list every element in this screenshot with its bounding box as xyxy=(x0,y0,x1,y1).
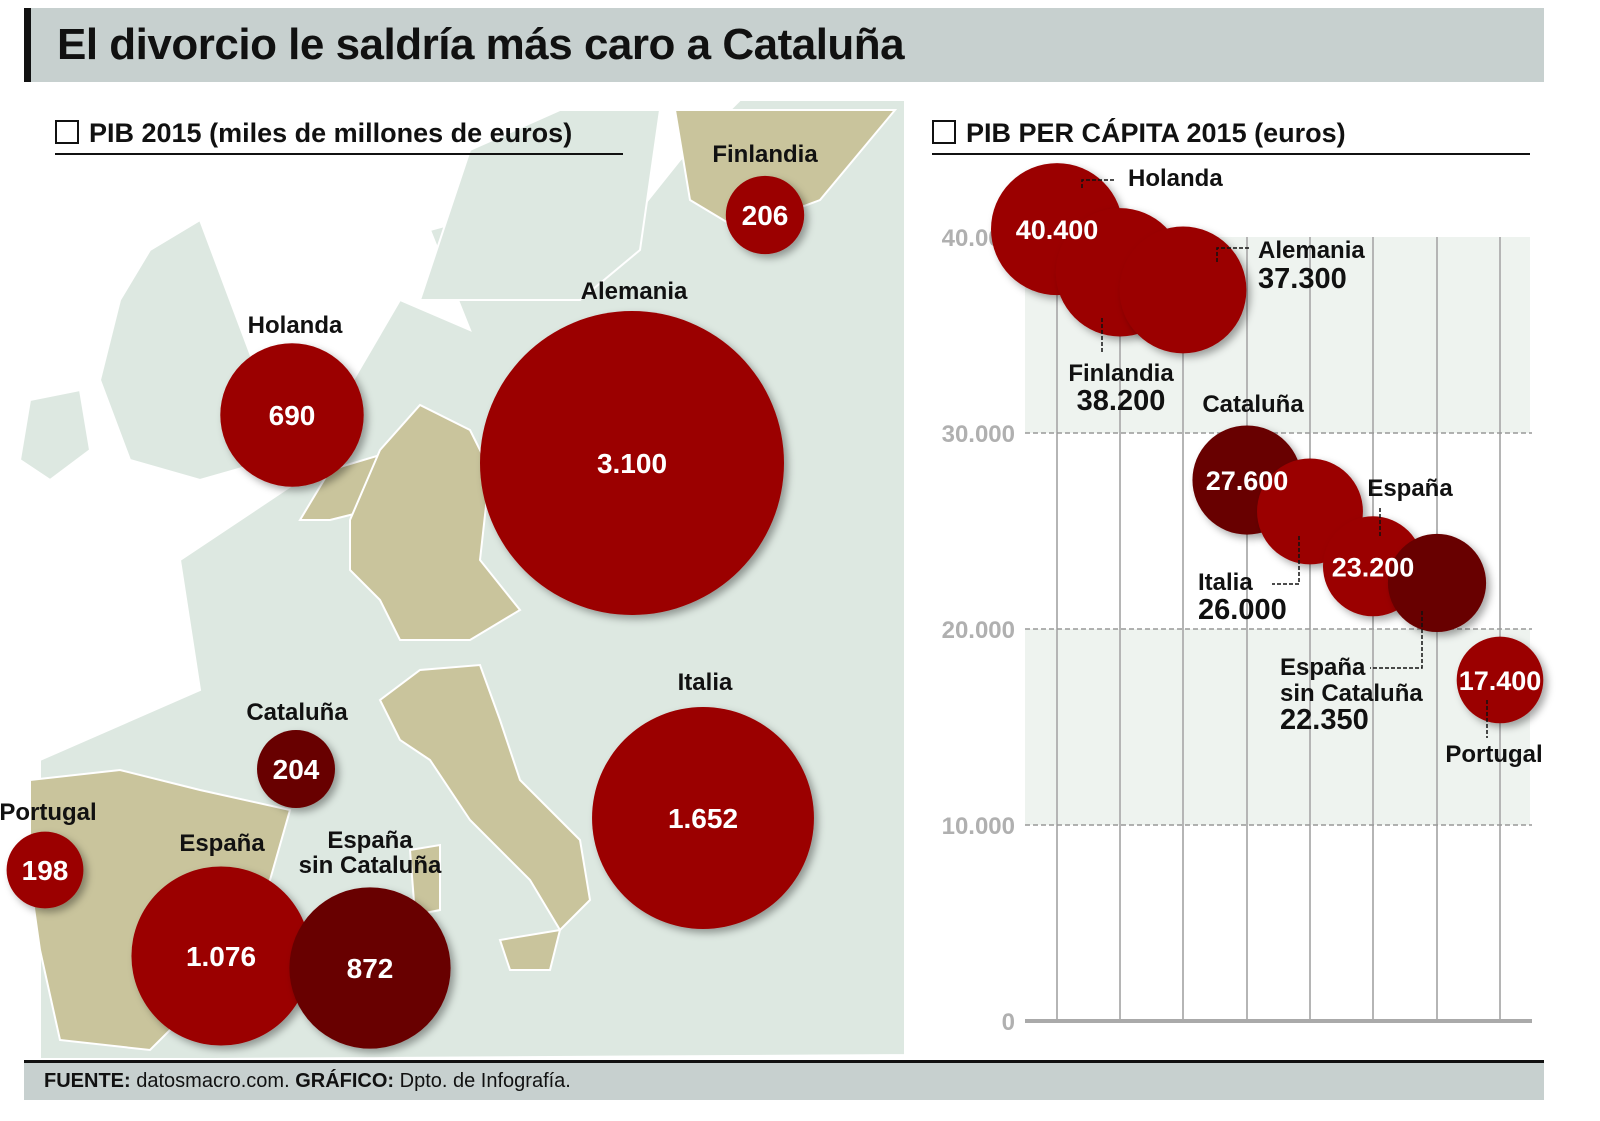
land-germany xyxy=(349,403,522,641)
source: datosmacro.com. xyxy=(136,1070,290,1092)
graphic-credit: Dpto. de Infografía. xyxy=(399,1070,571,1092)
bubble-value: 3.100 xyxy=(597,448,667,479)
point-label: España xyxy=(1367,475,1453,502)
bubble-value: 872 xyxy=(347,953,394,984)
bubble-label: Holanda xyxy=(248,312,343,339)
map-title: PIB 2015 (miles de millones de euros) xyxy=(89,118,573,148)
point-value: 27.600 xyxy=(1206,466,1289,496)
point-label: Alemania xyxy=(1258,237,1365,264)
bubble-label: España xyxy=(179,830,265,857)
chart-point-españa-sin-cataluña xyxy=(1387,533,1487,633)
bubble-label: Portugal xyxy=(0,799,97,826)
chart-section-title: PIB PER CÁPITA 2015 (euros) xyxy=(932,118,1530,155)
bubble xyxy=(1456,636,1544,724)
bubble xyxy=(6,831,84,909)
bubble xyxy=(131,866,311,1046)
point-label: Portugal xyxy=(1445,741,1542,768)
bubble xyxy=(220,343,364,487)
footer: FUENTE: datosmacro.com. GRÁFICO: Dpto. d… xyxy=(24,1060,1544,1100)
graphic-label: GRÁFICO: xyxy=(295,1070,395,1092)
y-tick-label: 30.000 xyxy=(942,421,1015,448)
bubble xyxy=(1387,533,1487,633)
chart-label-españa: 23.200 España xyxy=(1332,475,1454,582)
map-bubble-alemania: 3.100 Alemania xyxy=(480,278,784,615)
bubble-value: 690 xyxy=(269,400,316,431)
bubble-label: Italia xyxy=(678,669,733,696)
point-label: Holanda xyxy=(1128,165,1223,192)
chart-point-portugal xyxy=(1456,636,1544,724)
land-sicily xyxy=(498,928,562,971)
point-value: 38.200 xyxy=(1077,385,1166,417)
bubble xyxy=(257,730,335,808)
leader-line xyxy=(1370,611,1423,669)
chart-label-holanda: 40.400 Holanda xyxy=(1016,165,1224,245)
page-title: El divorcio le saldría más caro a Catalu… xyxy=(57,20,905,69)
point-label: Cataluña xyxy=(1202,391,1304,418)
bubble xyxy=(480,311,784,615)
land-italy xyxy=(378,663,592,932)
point-value: 17.400 xyxy=(1459,666,1542,696)
point-label: sin Cataluña xyxy=(1280,680,1423,707)
chart-point-alemania xyxy=(1119,226,1247,354)
square-bullet-icon xyxy=(55,120,79,144)
leader-line xyxy=(1216,247,1250,262)
grid-band xyxy=(1025,629,1530,825)
chart-label-portugal: 17.400 Portugal xyxy=(1445,666,1542,768)
point-value: 23.200 xyxy=(1332,552,1415,582)
bubble-label: sin Cataluña xyxy=(299,852,442,879)
map-bubble-españa: 1.076 España xyxy=(131,830,311,1046)
bubble-value: 1.652 xyxy=(668,803,738,834)
chart-label-cataluña: 27.600 Cataluña xyxy=(1202,391,1304,496)
map-bubble-italia: 1.652 Italia xyxy=(592,669,814,929)
land-sardinia xyxy=(408,843,441,917)
point-label: España xyxy=(1280,654,1366,681)
map-bubbles: 206 Finlandia 690 Holanda 3.100 Alemania 1.652… xyxy=(0,141,818,1049)
bubble-label: España xyxy=(327,827,413,854)
chart-title: PIB PER CÁPITA 2015 (euros) xyxy=(966,118,1346,148)
bubble xyxy=(1119,226,1247,354)
bubble-value: 1.076 xyxy=(186,941,256,972)
bubble xyxy=(289,887,451,1049)
map-bubble-cataluña: 204 Cataluña xyxy=(246,699,348,808)
bubble xyxy=(725,175,805,255)
map-section-title: PIB 2015 (miles de millones de euros) xyxy=(55,118,623,155)
map-bubble-finlandia: 206 Finlandia xyxy=(712,141,818,255)
point-label: Italia xyxy=(1198,569,1253,596)
point-label: Finlandia xyxy=(1068,360,1174,387)
bubble-label: Cataluña xyxy=(246,699,348,726)
bubble-value: 206 xyxy=(742,200,789,231)
land-scandinavia xyxy=(418,109,662,301)
y-tick-label: 20.000 xyxy=(942,617,1015,644)
bubble-value: 198 xyxy=(22,855,69,886)
gdp-map: 206 Finlandia 690 Holanda 3.100 Alemania 1.652… xyxy=(0,99,906,1058)
land-ireland xyxy=(18,388,92,482)
bubble-value: 204 xyxy=(273,754,320,785)
map-bubble-portugal: 198 Portugal xyxy=(0,799,97,909)
point-value: 37.300 xyxy=(1258,263,1347,295)
bubble-label: Finlandia xyxy=(712,141,818,168)
point-value: 40.400 xyxy=(1016,215,1099,245)
title-bar: El divorcio le saldría más caro a Catalu… xyxy=(24,8,1544,82)
bubble xyxy=(592,707,814,929)
y-tick-label: 10.000 xyxy=(942,813,1015,840)
leader-line xyxy=(1272,536,1300,585)
point-value: 26.000 xyxy=(1198,594,1287,626)
source-label: FUENTE: xyxy=(44,1070,131,1092)
map-bubble-holanda: 690 Holanda xyxy=(220,312,364,487)
bubble-label: Alemania xyxy=(581,278,688,305)
leader-line xyxy=(1081,179,1115,188)
square-bullet-icon xyxy=(932,120,956,144)
y-tick-label: 0 xyxy=(1002,1009,1015,1036)
point-value: 22.350 xyxy=(1280,704,1369,736)
